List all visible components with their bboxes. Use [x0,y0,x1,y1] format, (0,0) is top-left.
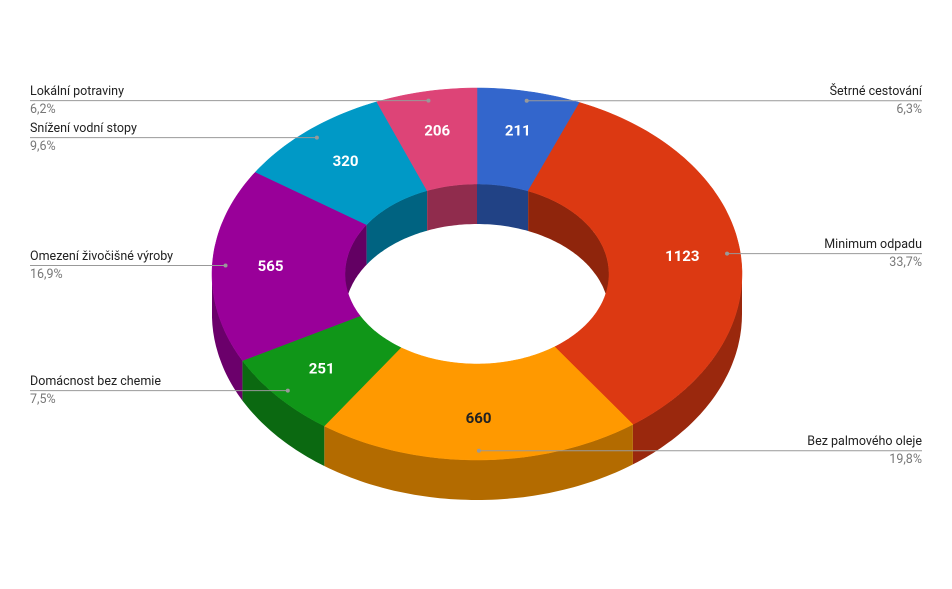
leader-dot [725,251,730,256]
leader-dot [314,135,319,140]
slice-inner-side [345,224,367,314]
value-label: 320 [333,152,359,170]
slice-outer-side [242,360,325,466]
value-label: 251 [309,360,335,378]
legend-label: Omezení živočišné výroby [30,249,173,264]
percent-label: 9,6% [30,139,56,154]
leader-dot [223,263,228,268]
slice-inner-side [427,184,477,231]
slice-inner-side [528,191,609,314]
percent-label: 19,8% [889,452,922,467]
leader-dot [426,98,431,103]
leader-dot [476,448,481,453]
leader-dot [285,388,290,393]
value-label: 1123 [665,247,699,265]
slice-inner-side [366,190,428,265]
slice-outer-side [324,424,633,500]
slice-outer-side [212,274,243,401]
legend-label: Minimum odpadu [824,237,922,252]
value-label: 660 [466,409,492,427]
value-label: 565 [258,257,284,275]
legend-label: Šetrné cestování [830,83,923,99]
value-label: 211 [505,122,531,140]
slice-outer-side [632,274,742,465]
leader-dot [524,98,529,103]
legend-label: Lokální potraviny [30,84,124,99]
value-label: 206 [424,122,450,140]
percent-label: 6,2% [30,102,56,117]
slice [376,87,478,191]
percent-label: 6,3% [896,102,922,117]
percent-label: 16,9% [30,267,63,282]
slice-inner-side [477,184,529,231]
legend-label: Snížení vodní stopy [30,121,137,136]
legend-label: Bez palmového oleje [807,434,922,449]
percent-label: 7,5% [30,392,56,407]
percent-label: 33,7% [889,255,922,270]
legend-label: Domácnost bez chemie [30,374,161,389]
